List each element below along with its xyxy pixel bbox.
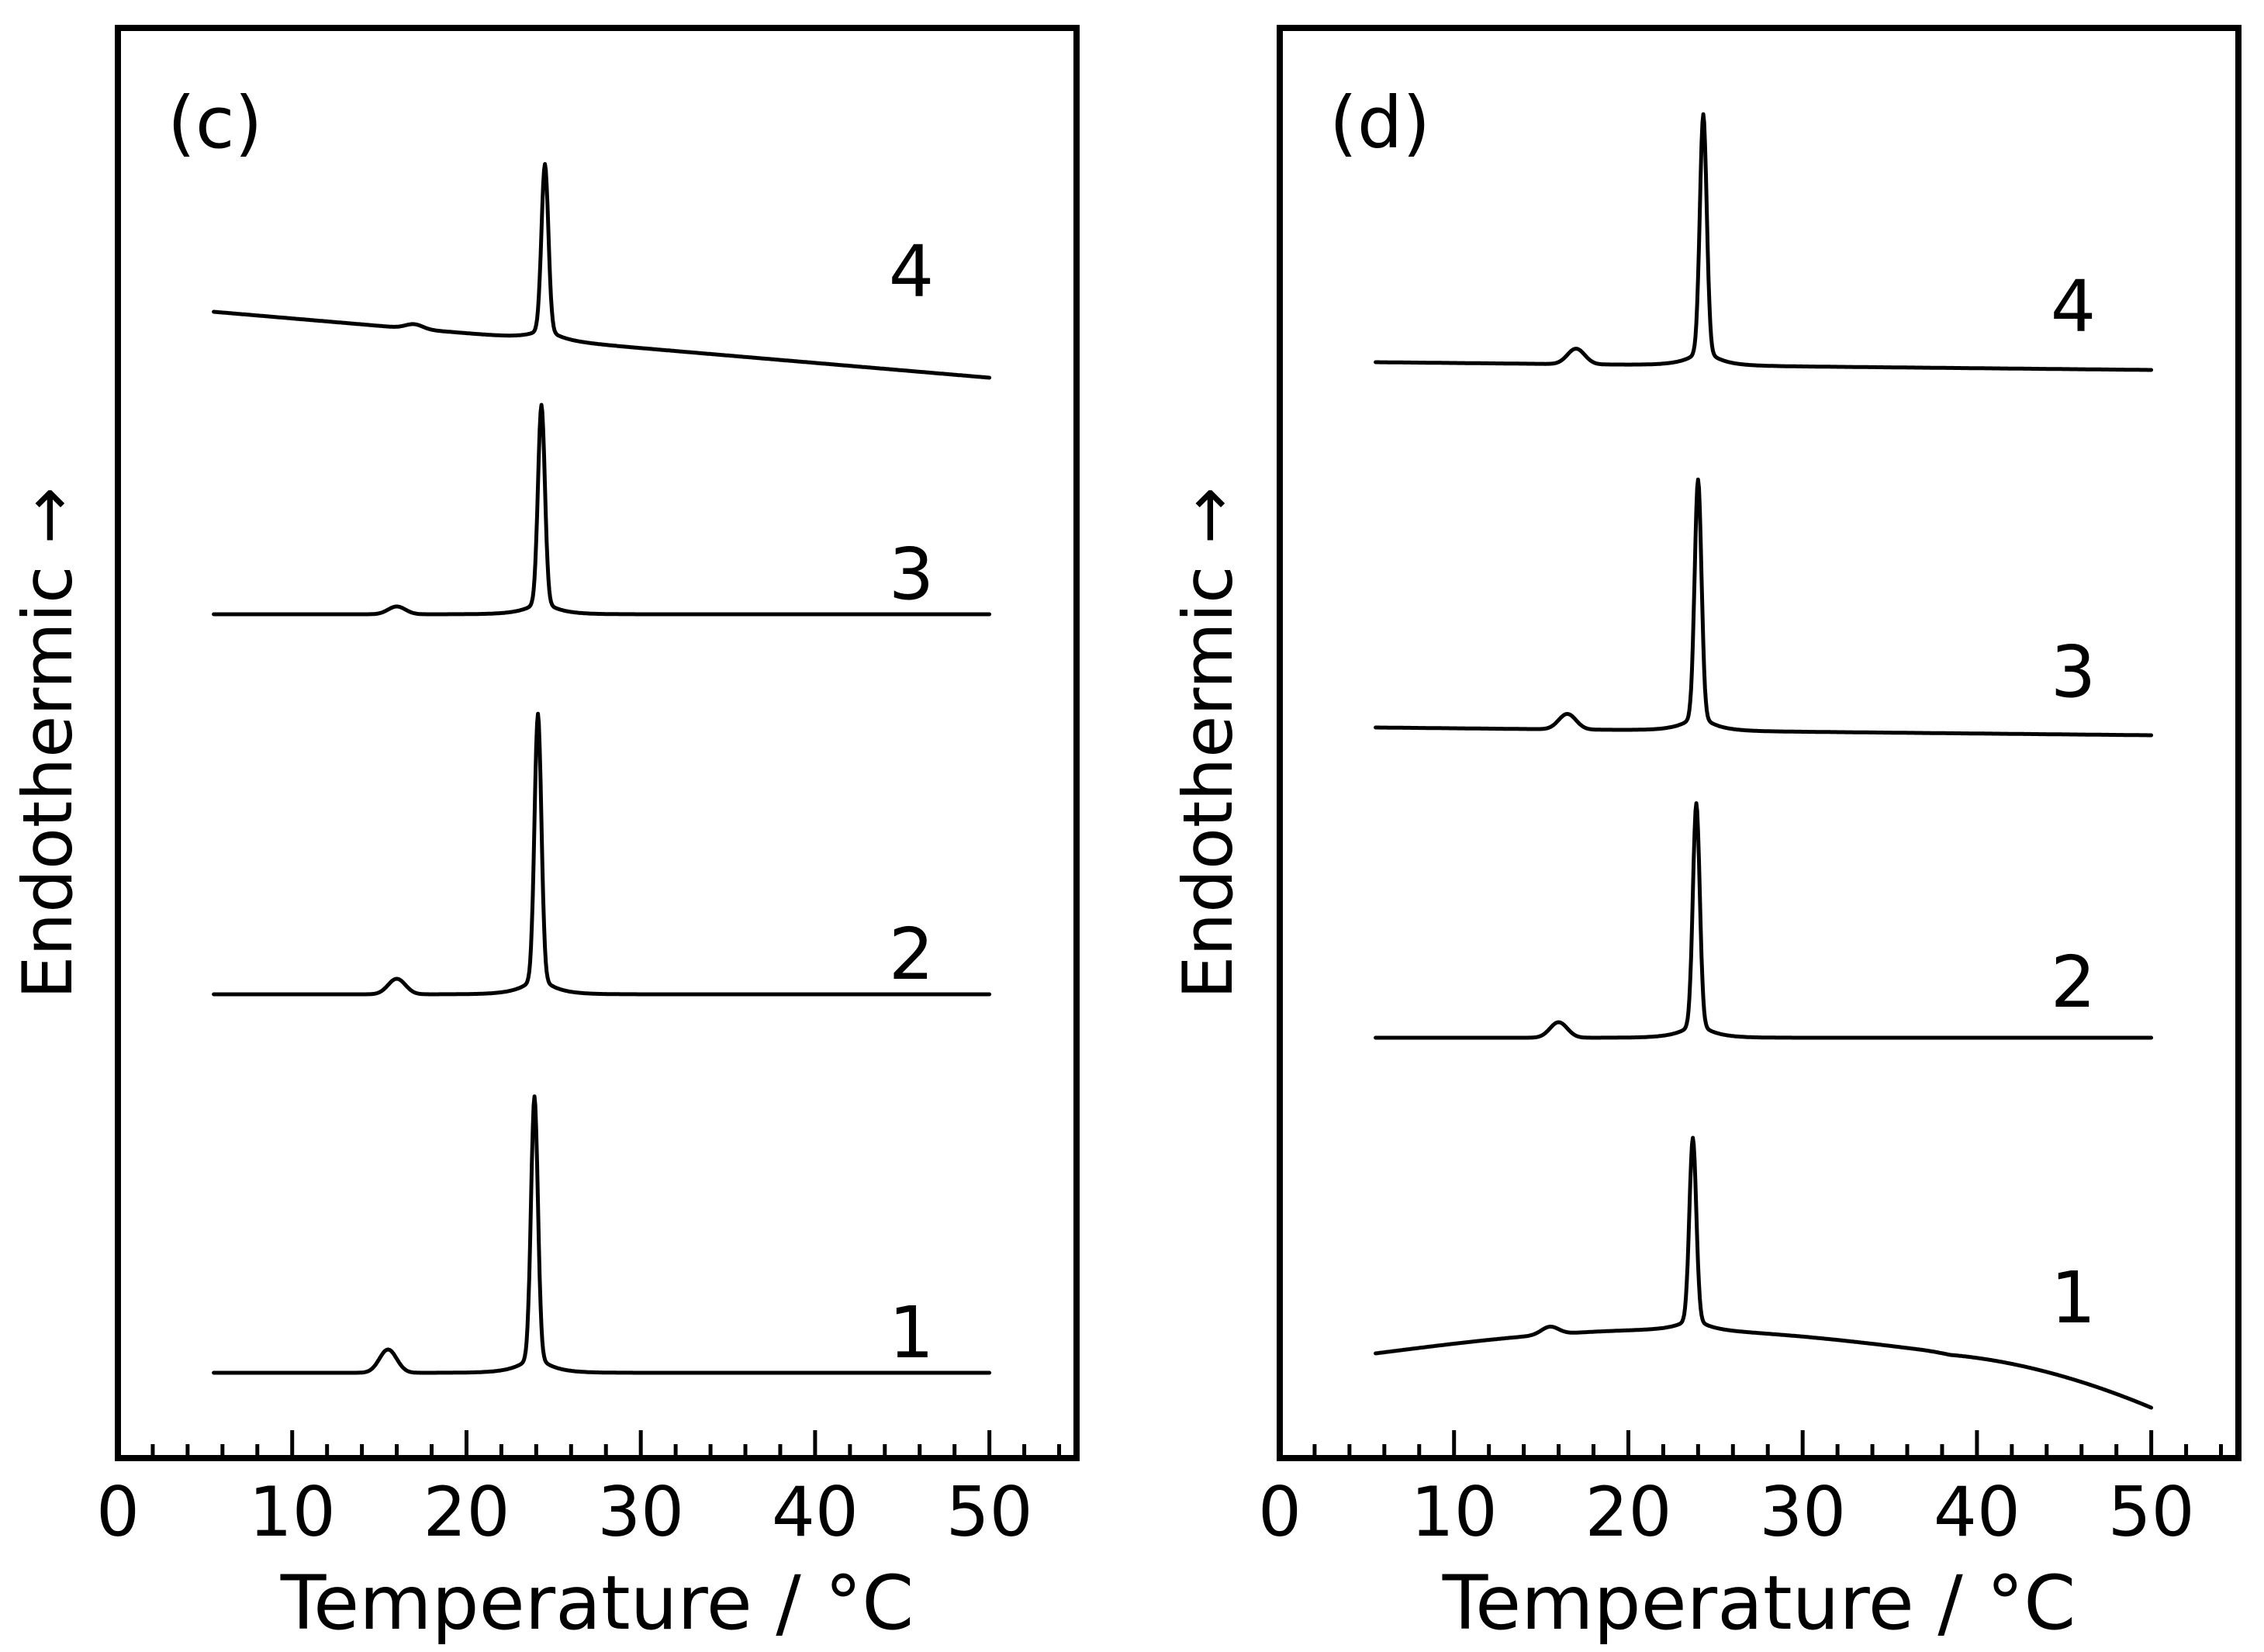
- panel-c-label: (c): [168, 81, 262, 164]
- panel-c-curves: 4 3 2 1: [212, 162, 992, 1375]
- series-2-curve: [1374, 801, 2154, 1040]
- panel-d-label: (d): [1329, 81, 1430, 164]
- series-4-curve: [1374, 112, 2154, 372]
- series-1-label: 1: [2051, 1256, 2096, 1339]
- panel-c-x-axis-label: Temperature / °C: [280, 1560, 914, 1647]
- series-3-curve: [1374, 477, 2154, 738]
- series-4-curve: [212, 162, 992, 380]
- series-2-curve: [212, 711, 992, 997]
- panel-c-chart: (c) Endothermic → Temperature / °C 0 10 20…: [8, 25, 1080, 1647]
- series-1-label: 1: [889, 1291, 935, 1374]
- panel-c-y-axis-label: Endothermic →: [8, 487, 88, 999]
- x-tick-label: 10: [249, 1472, 336, 1552]
- x-tick-label: 40: [1934, 1472, 2020, 1552]
- x-tick-label: 20: [1585, 1472, 1671, 1552]
- x-tick-label: 20: [423, 1472, 510, 1552]
- x-tick-label: 30: [1759, 1472, 1846, 1552]
- x-tick-label: 40: [772, 1472, 859, 1552]
- series-3-label: 3: [2051, 631, 2096, 714]
- x-tick-label: 0: [1258, 1472, 1301, 1552]
- panel-d-curves: 4 3 2 1: [1374, 112, 2154, 1410]
- panel-c-plot-frame: [115, 25, 1080, 1461]
- x-tick-label: 50: [2108, 1472, 2195, 1552]
- series-4-label: 4: [889, 230, 935, 313]
- x-tick-label: 50: [946, 1472, 1033, 1552]
- x-tick-label: 30: [597, 1472, 684, 1552]
- series-4-label: 4: [2051, 265, 2096, 348]
- panel-d-x-axis-label: Temperature / °C: [1442, 1560, 2076, 1647]
- series-2-label: 2: [2051, 941, 2096, 1024]
- panel-d-y-axis-label: Endothermic →: [1168, 487, 1248, 999]
- series-1-curve: [212, 1094, 992, 1375]
- x-tick-label: 0: [96, 1472, 140, 1552]
- panel-d-chart: (d) Endothermic → Temperature / °C 0 10 20…: [1168, 25, 2242, 1647]
- series-1-curve: [1374, 1135, 2154, 1410]
- panel-c-x-ticks: 0 10 20 30 40 50: [96, 1430, 1062, 1552]
- panel-d-plot-frame: [1277, 25, 2242, 1461]
- x-tick-label: 10: [1411, 1472, 1498, 1552]
- series-3-label: 3: [889, 533, 935, 616]
- series-2-label: 2: [889, 913, 935, 996]
- series-3-curve: [212, 403, 992, 617]
- panel-d-x-ticks: 0 10 20 30 40 50: [1258, 1430, 2224, 1552]
